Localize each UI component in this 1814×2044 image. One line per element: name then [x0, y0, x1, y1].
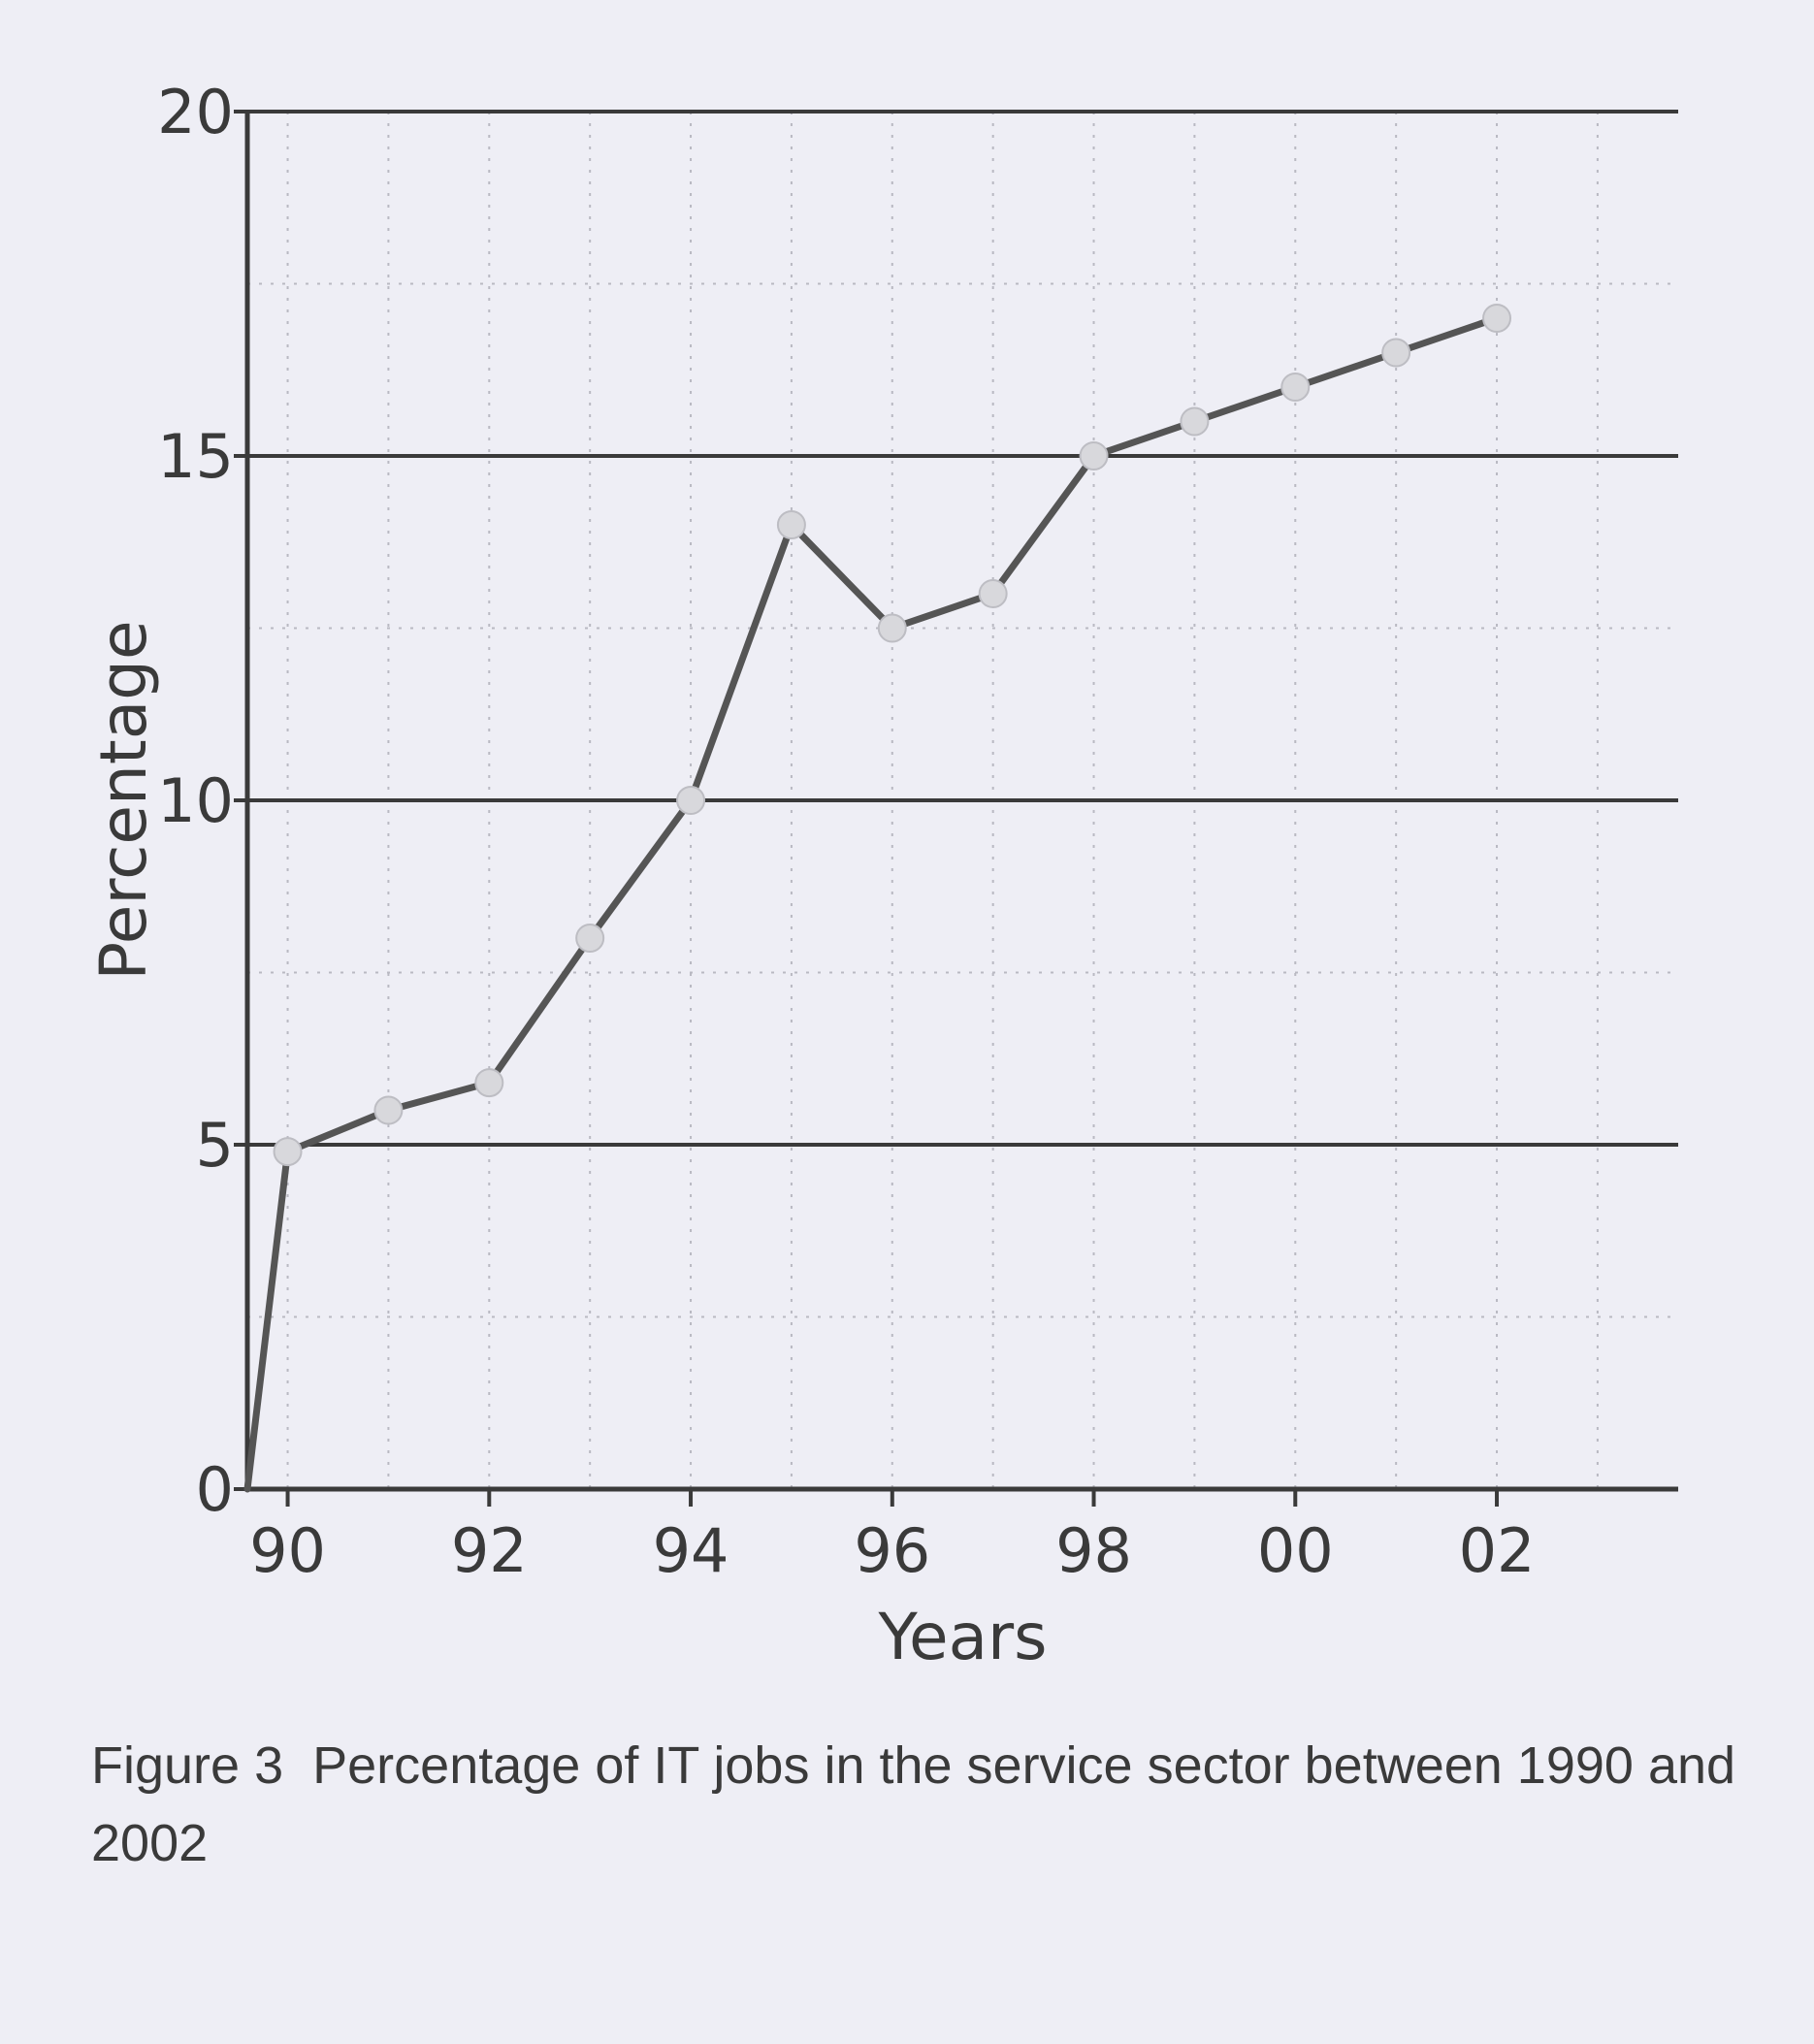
tick-labels: 0 5 10 15 20 90 92 94 96 98 00 02: [157, 77, 1535, 1586]
x-tick-label: 92: [451, 1515, 528, 1586]
x-tick-label: 90: [249, 1515, 326, 1586]
axes: [234, 110, 1678, 1507]
y-tick-label: 20: [157, 77, 234, 147]
data-point: [1482, 304, 1512, 333]
y-tick-label: 5: [196, 1110, 234, 1181]
data-point: [978, 579, 1008, 608]
x-tick-label: 00: [1257, 1515, 1334, 1586]
data-point: [1180, 406, 1210, 437]
y-axis-title: Percentage: [86, 620, 161, 980]
data-point: [776, 510, 806, 539]
series-line: [243, 314, 1501, 1493]
data-point: [676, 786, 706, 815]
data-point: [1280, 373, 1311, 402]
y-tick-label: 15: [157, 421, 234, 492]
major-grid: [247, 110, 1678, 1147]
data-point: [1079, 441, 1109, 470]
series-layer: [243, 304, 1512, 1493]
x-tick-label: 94: [653, 1515, 729, 1586]
x-axis-title: Years: [877, 1600, 1047, 1674]
figure-caption: Figure 3 Percentage of IT jobs in the se…: [91, 1727, 1740, 1882]
data-point: [273, 1137, 303, 1167]
y-tick-label: 10: [157, 765, 234, 836]
data-point: [1381, 338, 1411, 368]
x-tick-label: 98: [1055, 1515, 1132, 1586]
figure-label: Figure 3: [91, 1736, 284, 1795]
data-point: [373, 1095, 404, 1125]
figure-caption-text: Percentage of IT jobs in the service sec…: [91, 1736, 1736, 1872]
x-tick-label: 02: [1459, 1515, 1536, 1586]
data-point: [474, 1068, 504, 1098]
y-tick-label: 0: [196, 1454, 234, 1525]
data-point: [877, 613, 907, 643]
data-point: [575, 924, 605, 953]
x-tick-label: 96: [854, 1515, 930, 1586]
